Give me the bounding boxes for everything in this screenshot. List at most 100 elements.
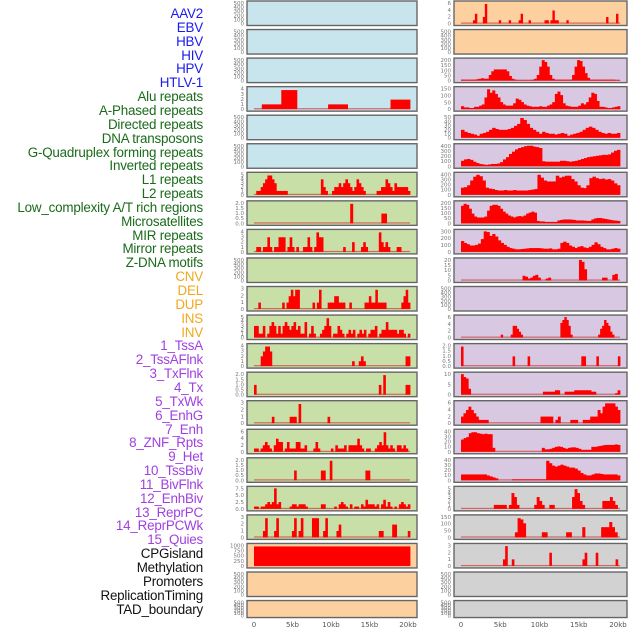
data-bar	[555, 419, 559, 424]
data-bar	[557, 248, 561, 252]
y-tick-label: 50	[444, 216, 451, 222]
data-bar	[511, 493, 515, 509]
data-bar	[593, 156, 597, 167]
data-bar	[254, 506, 257, 509]
data-bar	[468, 107, 472, 110]
data-bar	[562, 219, 566, 224]
data-bar	[545, 391, 549, 395]
track-label: 3_TxFlnk	[149, 366, 204, 382]
data-bar	[489, 434, 493, 452]
data-bar	[541, 60, 545, 81]
data-bar	[554, 390, 558, 395]
data-bar	[577, 493, 581, 509]
data-bar	[394, 524, 398, 538]
y-tick-label: 0	[448, 221, 452, 227]
data-bar	[595, 129, 599, 138]
data-bar	[551, 133, 555, 138]
track-label: 6_EnhG	[155, 407, 203, 423]
track-label: 9_Het	[168, 449, 203, 465]
data-bar	[492, 127, 496, 138]
data-bar	[381, 504, 384, 509]
data-bar	[606, 219, 610, 224]
data-bar	[296, 546, 302, 566]
data-bar	[304, 546, 309, 566]
data-bar	[503, 69, 507, 81]
data-bar	[568, 467, 573, 481]
data-bar	[602, 325, 605, 338]
data-bar	[383, 499, 386, 509]
left-panel: 0.02.55.07.5	[235, 485, 418, 513]
data-bar	[527, 278, 531, 281]
y-tick-label: 5	[241, 172, 245, 178]
data-bar	[479, 133, 484, 138]
data-bar	[316, 302, 320, 309]
data-bar	[509, 153, 513, 167]
data-bar	[470, 159, 474, 167]
data-bar	[320, 546, 325, 566]
data-bar	[617, 409, 621, 424]
data-bar	[383, 375, 386, 395]
data-bar	[294, 518, 297, 538]
data-bar	[401, 329, 404, 338]
track-label: A-Phased repeats	[99, 102, 203, 118]
y-tick-label: 5	[241, 315, 245, 321]
data-bar	[464, 131, 468, 138]
data-bar	[574, 468, 578, 481]
data-bar	[293, 90, 298, 110]
data-bar	[483, 231, 487, 252]
data-bar	[340, 302, 344, 309]
y-tick-label: 4	[448, 490, 452, 496]
data-bar	[406, 546, 411, 566]
data-bar	[582, 129, 587, 138]
data-bar	[583, 188, 587, 195]
data-bar	[371, 546, 376, 566]
data-bar	[591, 474, 595, 481]
data-bar	[473, 176, 477, 195]
data-bar	[398, 99, 403, 110]
y-tick-label: 15	[444, 263, 451, 269]
data-bar	[372, 329, 376, 338]
y-tick-label: 0	[448, 164, 452, 170]
data-bar	[381, 242, 384, 252]
y-tick-label: 0	[448, 614, 452, 620]
data-bar	[383, 432, 387, 452]
data-bar	[586, 185, 590, 195]
data-bar	[333, 333, 336, 338]
y-tick-label: 2	[448, 550, 452, 556]
data-bar	[573, 106, 577, 110]
data-bar	[604, 277, 608, 281]
data-bar	[599, 217, 603, 224]
data-bar	[316, 546, 321, 566]
data-bar	[605, 154, 609, 167]
data-bar	[606, 444, 610, 452]
data-bar	[273, 325, 277, 338]
y-tick-label: 3	[241, 181, 245, 187]
y-tick-label: 100	[441, 243, 452, 249]
data-bar	[601, 132, 605, 138]
data-bar	[510, 334, 514, 338]
data-bar	[254, 448, 257, 452]
data-bar	[582, 527, 586, 538]
data-bar	[378, 190, 382, 195]
y-tick-label: 200	[441, 608, 452, 614]
y-tick-label: 40	[444, 429, 451, 435]
data-bar	[536, 147, 540, 167]
data-bar	[531, 248, 536, 252]
data-bar	[390, 329, 393, 338]
data-bar	[543, 479, 547, 481]
data-bar	[520, 334, 524, 338]
track-label: 8_ZNF_Rpts	[129, 435, 203, 451]
y-tick-label: 500	[234, 601, 245, 607]
data-bar	[276, 190, 279, 195]
data-bar	[599, 106, 603, 110]
data-bar	[560, 446, 564, 452]
data-bar	[293, 296, 296, 309]
data-bar	[461, 79, 464, 81]
data-bar	[527, 145, 531, 167]
data-bar	[505, 213, 509, 224]
